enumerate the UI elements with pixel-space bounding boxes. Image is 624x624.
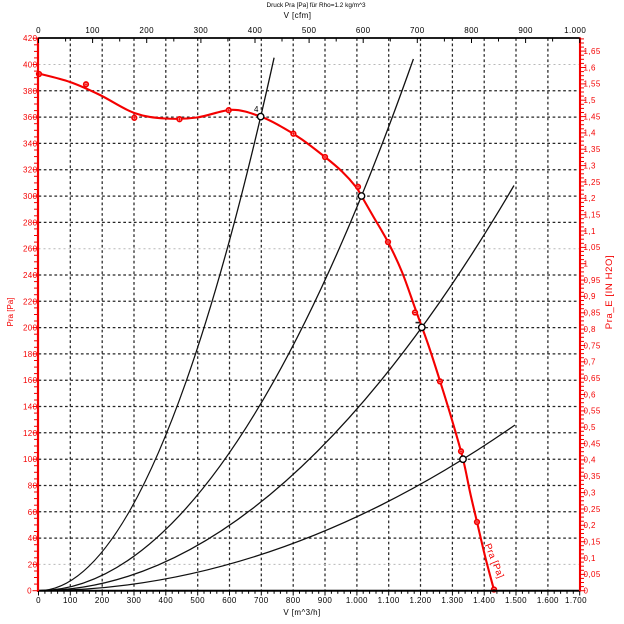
svg-text:300: 300 [23,192,38,201]
svg-text:1,35: 1,35 [584,145,601,154]
svg-text:0,35: 0,35 [584,472,601,481]
svg-text:220: 220 [23,297,38,306]
svg-text:900: 900 [318,596,333,605]
svg-text:0,45: 0,45 [584,439,601,448]
svg-text:380: 380 [23,87,38,96]
svg-text:600: 600 [222,596,237,605]
svg-text:0,95: 0,95 [584,276,601,285]
svg-text:1: 1 [584,260,589,269]
svg-text:0: 0 [36,26,41,35]
svg-text:1,25: 1,25 [584,178,601,187]
svg-text:800: 800 [286,596,301,605]
svg-text:0,1: 0,1 [584,554,596,563]
svg-text:600: 600 [356,26,371,35]
svg-text:1,2: 1,2 [584,194,596,203]
svg-text:1,4: 1,4 [584,129,596,138]
svg-text:0,75: 0,75 [584,341,601,350]
svg-text:280: 280 [23,218,38,227]
svg-text:0,65: 0,65 [584,374,601,383]
svg-text:1,65: 1,65 [584,47,601,56]
svg-text:0,3: 0,3 [584,488,596,497]
svg-text:200: 200 [139,26,154,35]
svg-text:140: 140 [23,403,38,412]
svg-text:1,05: 1,05 [584,243,601,252]
svg-text:400: 400 [159,596,174,605]
svg-text:1,15: 1,15 [584,211,601,220]
svg-text:0: 0 [27,587,32,596]
svg-text:V [m^3/h]: V [m^3/h] [283,608,320,617]
svg-text:1.300: 1.300 [441,596,463,605]
svg-text:100: 100 [85,26,100,35]
svg-text:700: 700 [410,26,425,35]
svg-text:Pra [Pa]: Pra [Pa] [6,298,15,327]
svg-text:0,25: 0,25 [584,505,601,514]
svg-text:0,8: 0,8 [584,325,596,334]
svg-text:200: 200 [95,596,110,605]
svg-text:100: 100 [23,455,38,464]
svg-text:1.000: 1.000 [564,26,586,35]
svg-text:1,55: 1,55 [584,80,601,89]
svg-text:0,55: 0,55 [584,407,601,416]
svg-text:0: 0 [36,596,41,605]
svg-text:1,1: 1,1 [584,227,596,236]
svg-text:420: 420 [23,34,38,43]
svg-text:1.400: 1.400 [473,596,495,605]
svg-text:4: 4 [254,105,259,114]
svg-text:100: 100 [63,596,78,605]
svg-text:800: 800 [464,26,479,35]
svg-text:0,4: 0,4 [584,456,596,465]
svg-text:1,3: 1,3 [584,161,596,170]
svg-text:320: 320 [23,166,38,175]
svg-text:180: 180 [23,350,38,359]
svg-text:0,15: 0,15 [584,538,601,547]
svg-text:0,5: 0,5 [584,423,596,432]
svg-text:60: 60 [28,508,38,517]
svg-text:0,7: 0,7 [584,358,596,367]
svg-text:0,9: 0,9 [584,292,596,301]
svg-text:120: 120 [23,429,38,438]
svg-text:0,6: 0,6 [584,390,596,399]
svg-text:200: 200 [23,324,38,333]
svg-text:700: 700 [254,596,269,605]
svg-text:0: 0 [584,587,589,596]
svg-text:0,2: 0,2 [584,521,596,530]
svg-text:1.500: 1.500 [505,596,527,605]
svg-text:1,45: 1,45 [584,112,601,121]
svg-text:500: 500 [302,26,317,35]
svg-text:1.100: 1.100 [378,596,400,605]
svg-text:Druck Pra [Pa] für Rho=1.2 kg/: Druck Pra [Pa] für Rho=1.2 kg/m^3 [266,2,366,9]
svg-text:1.700: 1.700 [565,596,587,605]
svg-text:900: 900 [518,26,533,35]
svg-text:300: 300 [194,26,209,35]
svg-text:240: 240 [23,271,38,280]
svg-text:1,5: 1,5 [584,96,596,105]
svg-text:1.000: 1.000 [346,596,368,605]
svg-text:80: 80 [28,482,38,491]
svg-text:1.200: 1.200 [409,596,431,605]
svg-text:500: 500 [190,596,205,605]
svg-text:V [cfm]: V [cfm] [284,11,312,20]
svg-text:360: 360 [23,113,38,122]
svg-text:20: 20 [28,560,38,569]
svg-text:400: 400 [248,26,263,35]
svg-text:160: 160 [23,376,38,385]
svg-text:300: 300 [127,596,142,605]
svg-text:0,85: 0,85 [584,309,601,318]
svg-text:40: 40 [28,534,38,543]
svg-text:340: 340 [23,139,38,148]
svg-text:400: 400 [23,61,38,70]
svg-text:260: 260 [23,245,38,254]
svg-text:1.600: 1.600 [537,596,559,605]
svg-text:1,6: 1,6 [584,63,596,72]
svg-text:Pra_E [IN H2O]: Pra_E [IN H2O] [604,255,615,329]
svg-text:0,05: 0,05 [584,570,601,579]
